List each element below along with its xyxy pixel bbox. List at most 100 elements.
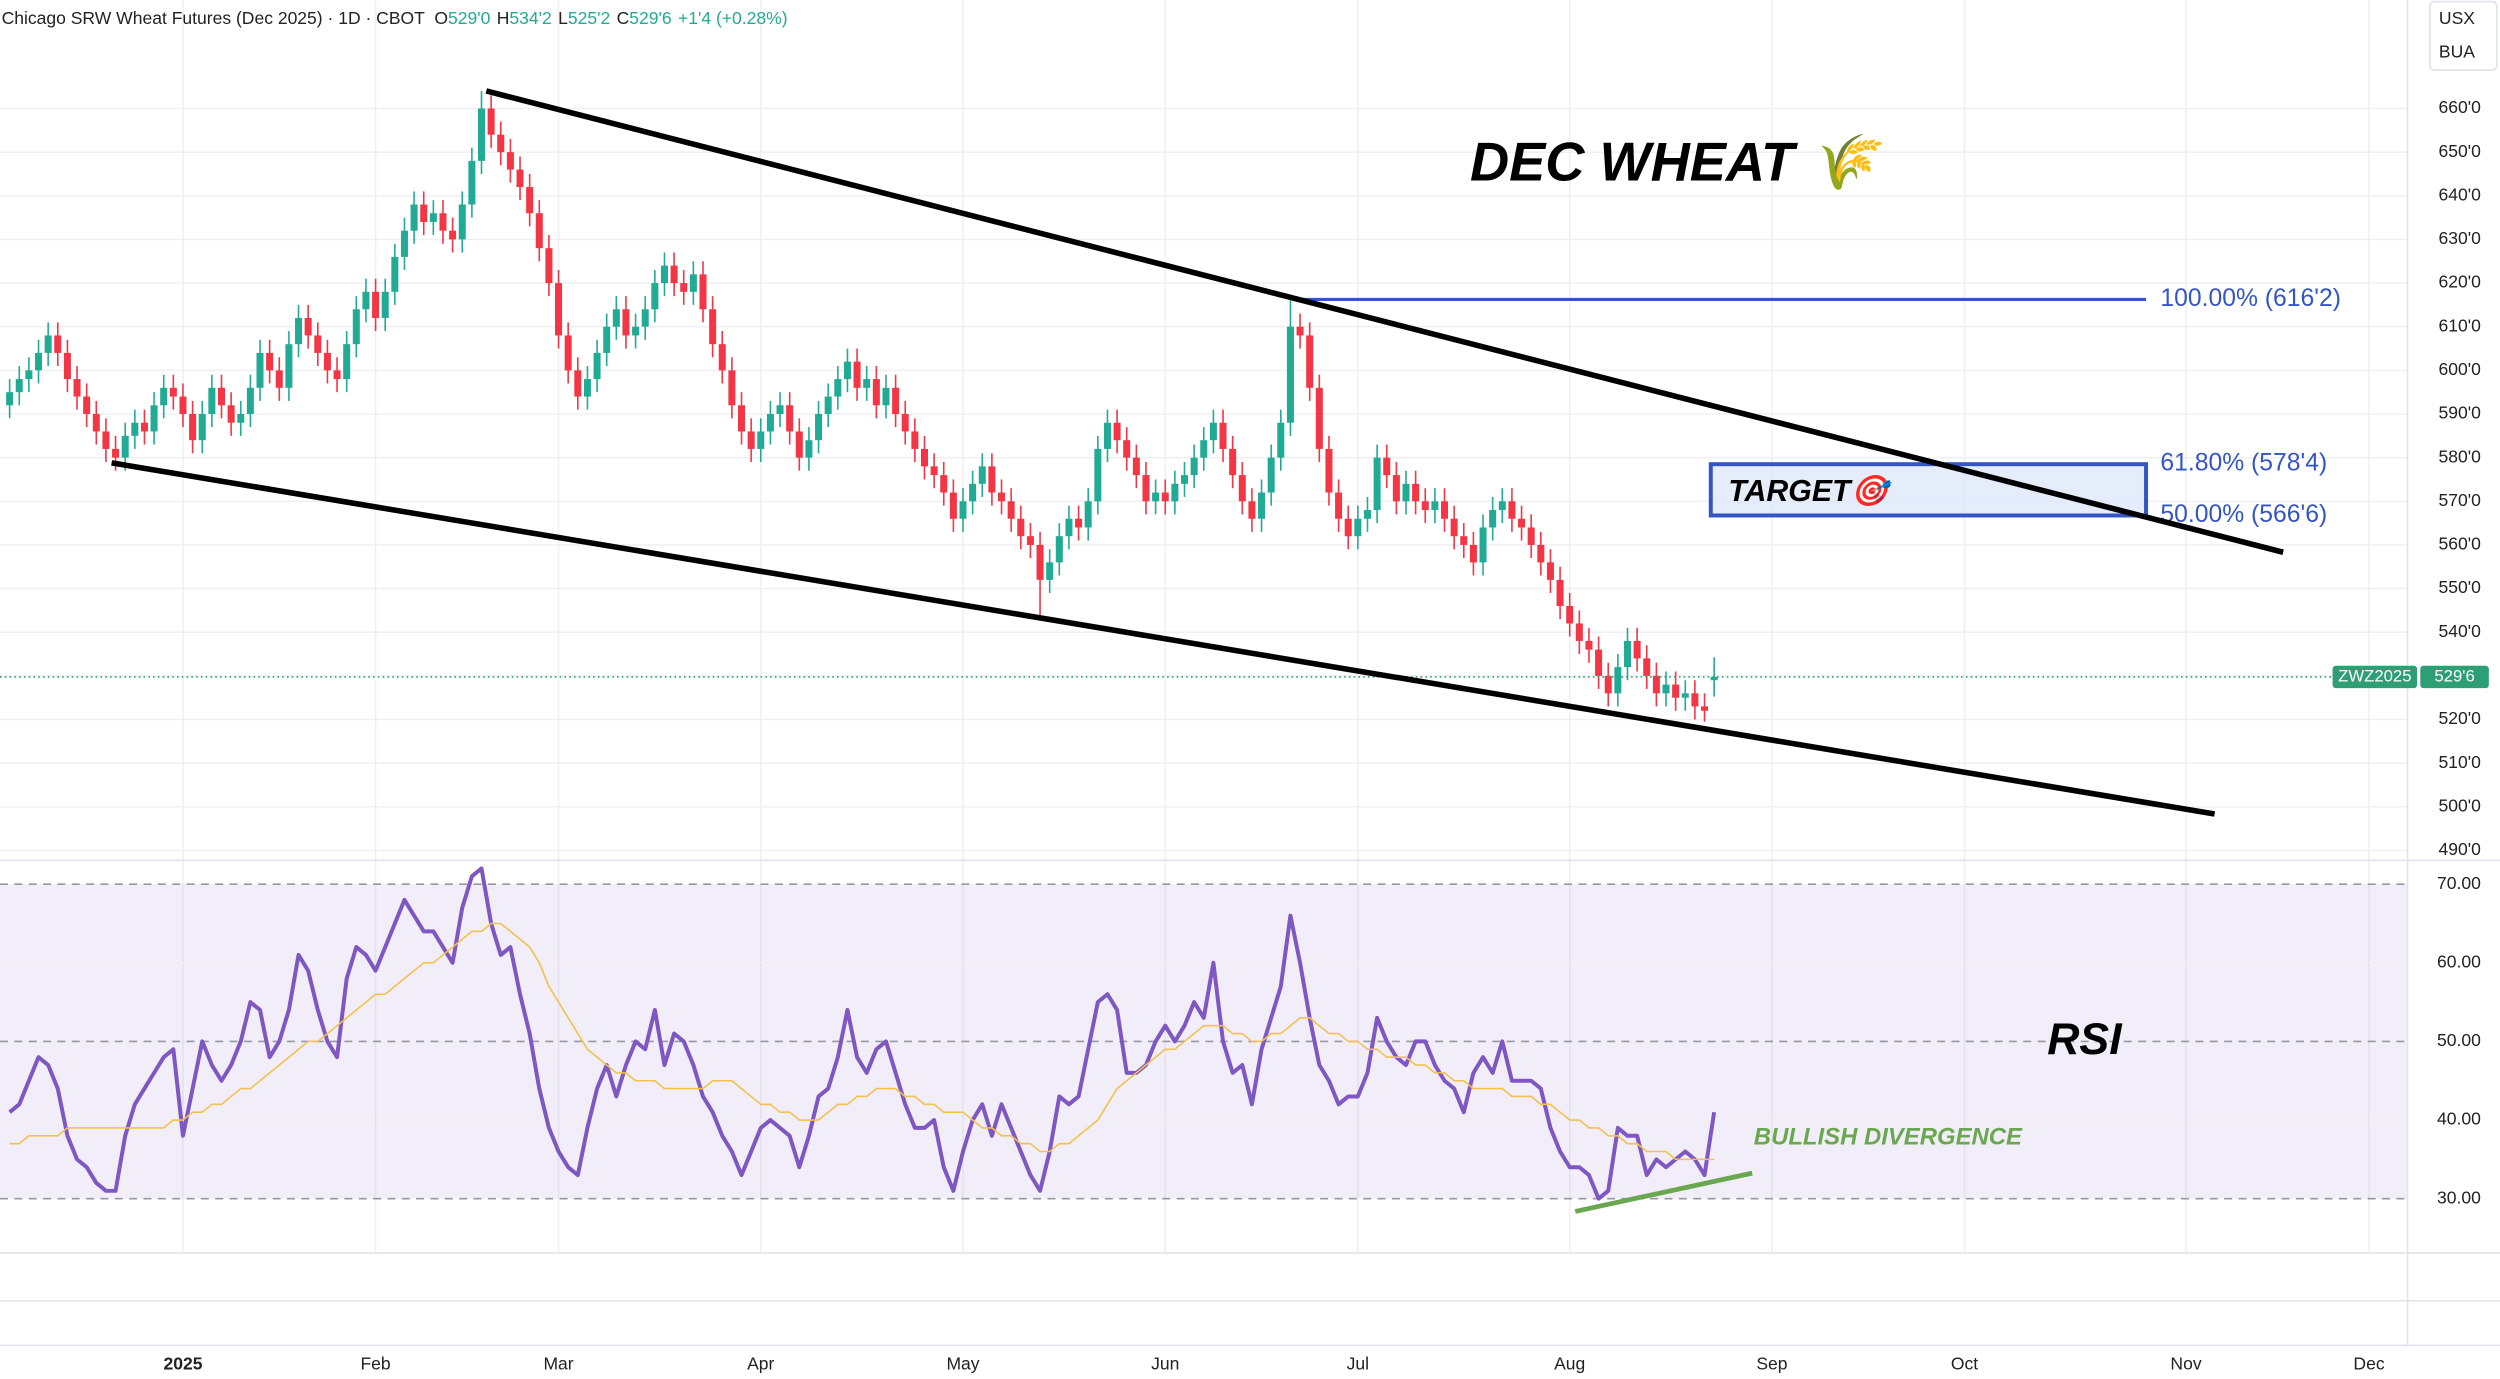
toolbar-button[interactable]: USX	[2439, 8, 2475, 28]
candle-body	[6, 392, 14, 406]
ohlc-value: 525'2	[568, 8, 610, 28]
candle-body	[1633, 640, 1641, 659]
candle-body	[333, 370, 341, 380]
ohlc-value: 529'6	[629, 8, 671, 28]
candle-body	[266, 352, 274, 371]
candle-body	[1518, 518, 1526, 528]
candle-body	[892, 387, 900, 415]
candle-body	[1469, 544, 1477, 563]
toolbar-button[interactable]: BUA	[2439, 41, 2475, 61]
candle-body	[824, 396, 832, 415]
annotation: BULLISH DIVERGENCE	[1754, 1123, 2023, 1150]
candle-body	[323, 352, 331, 371]
candle-body	[1238, 475, 1246, 502]
candle-body	[1575, 623, 1583, 641]
y-tick-label: 610'0	[2439, 315, 2482, 335]
candle-body	[497, 134, 505, 153]
candle-body	[1527, 527, 1535, 545]
candle-body	[1681, 693, 1689, 698]
candle-body	[25, 370, 33, 380]
candle-body	[1094, 448, 1102, 502]
candle-body	[63, 352, 71, 380]
candle-body	[112, 448, 120, 458]
candle-body	[1046, 562, 1054, 580]
ohlc-key: L	[558, 8, 568, 28]
header-title: Chicago SRW Wheat Futures (Dec 2025) · 1…	[2, 8, 426, 28]
target-zone	[1708, 462, 2149, 518]
candle-body	[1643, 658, 1651, 676]
y-tick-label: 630'0	[2439, 228, 2482, 248]
candle-body	[506, 152, 514, 170]
candle-body	[458, 204, 466, 240]
candle-body	[275, 370, 283, 388]
candle-body	[1479, 527, 1487, 563]
candle-body	[940, 475, 948, 493]
candle-body	[1123, 440, 1131, 458]
candle-body	[555, 283, 563, 336]
candle-body	[140, 422, 148, 432]
candle-body	[198, 414, 206, 441]
candle-body	[1566, 606, 1574, 624]
candle-body	[1710, 676, 1718, 681]
candle-body	[998, 492, 1006, 502]
candle-body	[1421, 501, 1429, 511]
candle-body	[1084, 501, 1092, 528]
candle-body	[786, 405, 794, 432]
candle-body	[969, 483, 977, 502]
candle-body	[1441, 501, 1449, 519]
x-tick-label: May	[946, 1353, 979, 1373]
candle-body	[1546, 562, 1554, 580]
grid-layer	[0, 0, 2408, 1253]
candle-body	[1315, 387, 1323, 449]
candle-body	[805, 440, 813, 458]
y-tick-label: 580'0	[2439, 446, 2482, 466]
candle-body	[564, 335, 572, 371]
candle-body	[420, 204, 428, 222]
candle-body	[949, 492, 957, 519]
candle-body	[1392, 475, 1400, 502]
x-tick-label: 2025	[163, 1353, 202, 1373]
candle-body	[237, 414, 245, 423]
rsi-tick-label: 30.00	[2437, 1187, 2481, 1207]
candle-body	[1412, 483, 1420, 502]
candle-body	[1132, 457, 1140, 476]
candle-body	[872, 379, 880, 406]
candle-body	[1460, 536, 1468, 545]
candle-body	[400, 230, 408, 257]
candle-body	[1142, 475, 1150, 502]
candle-body	[314, 335, 322, 353]
candle-body	[304, 317, 312, 336]
x-tick-label: Apr	[747, 1353, 774, 1373]
candle-body	[343, 344, 351, 380]
ohlc-key: O	[434, 8, 448, 28]
candle-body	[1614, 667, 1622, 694]
candle-body	[352, 309, 360, 345]
y-tick-label: 510'0	[2439, 752, 2482, 772]
fib-label: 61.80% (578'4)	[2160, 450, 2327, 477]
candle-body	[1662, 684, 1670, 694]
candle-body	[1672, 684, 1680, 698]
candle-body	[410, 204, 418, 231]
rsi-tick-label: 70.00	[2437, 873, 2481, 893]
candle-body	[1055, 536, 1063, 563]
candle-body	[102, 431, 110, 449]
candle-body	[959, 501, 967, 519]
candle-body	[1701, 706, 1709, 711]
candle-body	[641, 309, 649, 327]
y-tick-label: 600'0	[2439, 359, 2482, 379]
candle-body	[487, 108, 495, 135]
candle-body	[651, 283, 659, 310]
candle-body	[468, 160, 476, 205]
y-tick-label: 520'0	[2439, 708, 2482, 728]
candle-body	[189, 414, 197, 441]
candle-body	[429, 213, 437, 222]
candle-body	[44, 335, 52, 353]
candle-body	[1431, 501, 1439, 511]
ohlc-value: 529'0	[448, 8, 491, 28]
candle-body	[121, 435, 129, 458]
candle-body	[1065, 518, 1073, 537]
candle-body	[54, 335, 62, 353]
header: Chicago SRW Wheat Futures (Dec 2025) · 1…	[2, 8, 788, 28]
toolbar-box	[2429, 0, 2498, 72]
